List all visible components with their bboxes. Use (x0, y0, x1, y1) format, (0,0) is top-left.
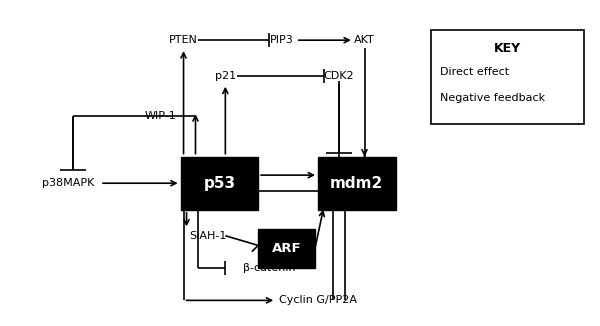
Bar (258, 229, 315, 268)
Text: Direct effect: Direct effect (440, 67, 509, 78)
Text: p38MAPK: p38MAPK (42, 178, 94, 188)
Text: KEY: KEY (494, 42, 521, 55)
Bar (431, 30, 584, 124)
Text: β-catenin: β-catenin (243, 263, 296, 273)
Text: SIAH-1: SIAH-1 (190, 231, 227, 241)
Text: PTEN: PTEN (169, 35, 198, 45)
Text: p53: p53 (203, 176, 235, 191)
Text: Cyclin G/PP2A: Cyclin G/PP2A (279, 295, 357, 305)
Text: ARF: ARF (272, 242, 301, 255)
Text: Negative feedback: Negative feedback (440, 93, 545, 103)
Text: AKT: AKT (354, 35, 375, 45)
Text: mdm2: mdm2 (330, 176, 383, 191)
Text: PIP3: PIP3 (270, 35, 294, 45)
Bar (181, 156, 258, 210)
Bar (318, 156, 395, 210)
Text: p21: p21 (215, 71, 236, 81)
Text: CDK2: CDK2 (323, 71, 354, 81)
Text: WIP-1: WIP-1 (145, 111, 176, 121)
